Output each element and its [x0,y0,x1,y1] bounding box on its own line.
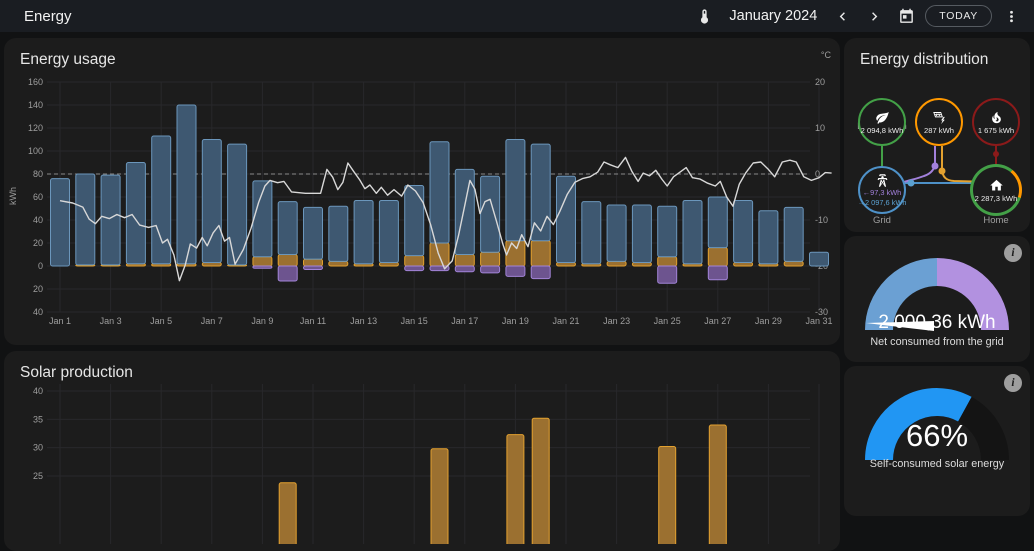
today-button[interactable]: TODAY [925,5,992,27]
energy-usage-chart: 160140120100806040200204020100-10-20-30J… [8,77,833,326]
svg-text:Jan 1: Jan 1 [49,316,71,326]
svg-text:Jan 15: Jan 15 [401,316,428,326]
page-title: Energy [24,7,72,25]
svg-text:140: 140 [28,100,43,110]
self-consumed-solar-gauge [862,382,1012,461]
self-consumed-solar-gauge-card: i 66% Self-consumed solar energy [844,366,1030,516]
info-icon[interactable]: i [1004,374,1022,392]
net-grid-label: Net consumed from the grid [870,336,1004,348]
svg-text:35: 35 [33,414,43,424]
svg-text:0: 0 [38,261,43,271]
energy-usage-title: Energy usage [20,51,116,68]
grid-circle: ←97,3 kWh →2 097,6 kWh [858,166,906,214]
svg-text:Jan 5: Jan 5 [150,316,172,326]
self-consumed-value: 66% [905,418,969,453]
svg-text:Jan 29: Jan 29 [755,316,782,326]
net-grid-gauge-card: i 2 000,36 kWh Net consumed from the gri… [844,236,1030,362]
thermometer-icon[interactable] [691,3,717,29]
svg-text:-10: -10 [815,215,828,225]
next-period-button[interactable] [861,3,887,29]
solar-value: 287 kWh [924,125,954,135]
grid-consumed-value: →2 097,6 kWh [857,197,907,207]
gauge-needle [866,321,934,331]
svg-text:0: 0 [815,169,820,179]
svg-text:Jan 9: Jan 9 [251,316,273,326]
home-label: Home [983,215,1009,226]
low-carbon-circle: 2 094,8 kWh [858,98,906,146]
grid-label: Grid [873,215,891,226]
celsius-axis-unit: °C [820,50,831,60]
svg-text:Jan 13: Jan 13 [350,316,377,326]
menu-icon[interactable] [998,3,1024,29]
self-consumed-label: Self-consumed solar energy [869,458,1005,470]
leaf-icon [875,110,890,125]
svg-text:Jan 31: Jan 31 [805,316,832,326]
solar-circle: 287 kWh [915,98,963,146]
svg-text:-30: -30 [815,307,828,317]
svg-text:40: 40 [33,386,43,396]
svg-text:Jan 23: Jan 23 [603,316,630,326]
solar-production-title: Solar production [20,364,133,381]
svg-text:Jan 11: Jan 11 [300,316,326,326]
home-icon [989,178,1004,193]
calendar-icon[interactable] [893,3,919,29]
svg-text:40: 40 [33,215,43,225]
svg-text:20: 20 [33,238,43,248]
svg-text:20: 20 [815,77,825,87]
period-label: January 2024 [729,8,818,24]
fire-icon [989,110,1004,125]
svg-text:Jan 7: Jan 7 [201,316,223,326]
svg-text:Jan 19: Jan 19 [502,316,529,326]
svg-text:10: 10 [815,123,825,133]
app-header: Energy January 2024 TODAY [0,0,1034,32]
info-icon[interactable]: i [1004,244,1022,262]
svg-text:Jan 3: Jan 3 [100,316,122,326]
solar-panel-icon [932,110,947,125]
solar-production-card: Solar production 40 35 30 25 [4,351,840,551]
distribution-flow-lines [881,146,999,187]
previous-period-button[interactable] [829,3,855,29]
gas-circle: 1 675 kWh [972,98,1020,146]
energy-usage-card: Energy usage °C 160 140 120 100 80 60 40 20 0 20 4… [4,38,840,345]
home-value: 2 287,3 kWh [974,193,1018,203]
svg-text:Jan 25: Jan 25 [654,316,681,326]
svg-text:25: 25 [33,471,43,481]
svg-text:80: 80 [33,169,43,179]
svg-text:Jan 27: Jan 27 [704,316,731,326]
home-circle: 2 287,3 kWh [974,168,1018,212]
svg-text:100: 100 [28,146,43,156]
net-grid-value: 2 000,36 kWh [878,312,996,333]
energy-distribution-card: Energy distribution Low-carbon Solar Gas… [844,38,1030,232]
svg-text:120: 120 [28,123,43,133]
svg-text:kWh: kWh [8,187,18,205]
grid-return-value: ←97,3 kWh [862,188,902,198]
svg-text:60: 60 [33,192,43,202]
low-carbon-value: 2 094,8 kWh [860,125,904,135]
svg-text:160: 160 [28,77,43,87]
solar-production-chart: 40 35 30 25 [33,384,820,544]
energy-distribution-title: Energy distribution [860,51,989,68]
svg-text:Jan 21: Jan 21 [552,316,579,326]
svg-text:20: 20 [33,284,43,294]
svg-text:40: 40 [33,307,43,317]
svg-text:Jan 17: Jan 17 [451,316,478,326]
svg-text:30: 30 [33,443,43,453]
net-grid-gauge [862,252,1012,331]
gas-value: 1 675 kWh [977,125,1015,135]
transmission-tower-icon [875,173,890,188]
